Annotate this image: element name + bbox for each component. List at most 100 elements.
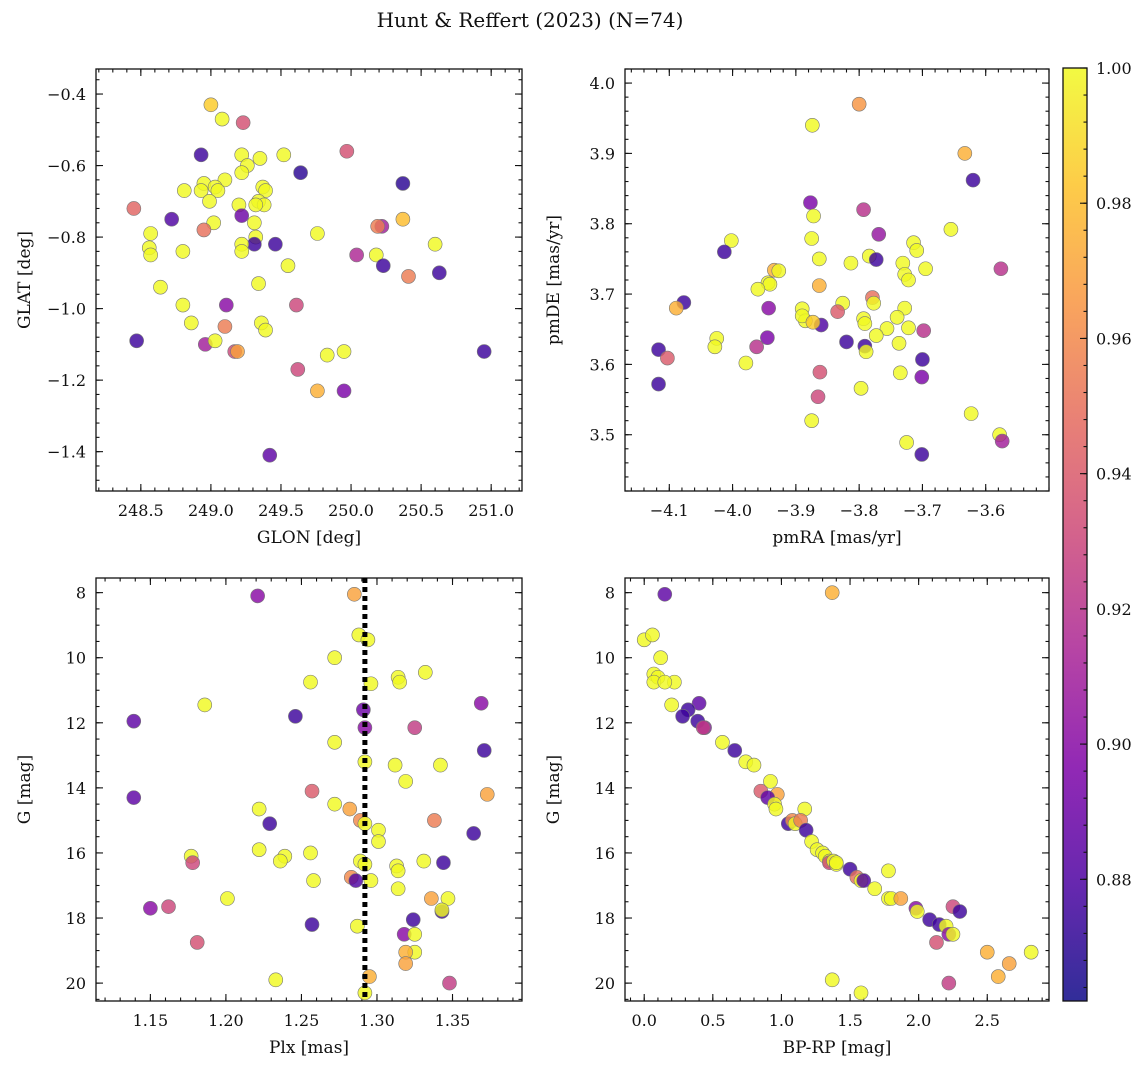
panel-bprp-g: 0.0 0.5 1.0 1.5 2.0 2.5 8 10 12 14 16 18 20 BP-RP [ma… [544, 577, 1050, 1058]
data-point [901, 272, 916, 288]
data-point [251, 276, 266, 291]
data-point [1001, 956, 1017, 971]
data-point [193, 183, 209, 198]
data-point [824, 972, 840, 988]
data-point [398, 774, 413, 789]
data-point [214, 111, 230, 127]
data-point [717, 244, 732, 260]
y-tick-label: 8 [76, 584, 86, 603]
data-point [247, 215, 262, 231]
data-point [794, 308, 810, 324]
axes-frame [624, 68, 1050, 492]
colorbar-tick-label: 0.90 [1096, 735, 1132, 754]
data-point [272, 853, 288, 869]
data-point [280, 258, 296, 273]
data-point [247, 236, 262, 252]
colorbar-tick-label: 1.00 [1096, 59, 1132, 78]
x-axis-label: pmRA [mas/yr] [772, 528, 901, 548]
data-point [979, 944, 995, 960]
y-tick-label: 3.6 [590, 355, 615, 374]
data-point [945, 926, 961, 942]
data-point [235, 115, 251, 130]
x-tick-label: 249.5 [258, 501, 304, 520]
x-tick-label: 251.0 [468, 501, 514, 520]
data-point [830, 304, 845, 319]
data-point [276, 147, 292, 163]
data-point [126, 790, 142, 805]
y-tick-label: −1.2 [47, 371, 86, 390]
data-point [771, 263, 787, 279]
data-point [476, 344, 492, 359]
data-point [811, 251, 827, 267]
data-point [193, 147, 209, 163]
data-point [957, 146, 973, 161]
x-tick-label: 1.15 [133, 1011, 169, 1030]
data-point [258, 183, 273, 198]
data-point [856, 873, 872, 888]
data-point [909, 243, 925, 258]
data-point [217, 319, 233, 334]
data-point [434, 902, 450, 918]
data-point [829, 855, 844, 871]
data-point [202, 194, 217, 209]
x-tick-label: −4.0 [713, 501, 752, 520]
y-axis-label: G [mag] [15, 755, 35, 824]
data-point [738, 355, 754, 371]
data-point [436, 855, 451, 871]
data-point [306, 873, 321, 888]
data-point [407, 926, 423, 942]
data-point [196, 222, 212, 238]
y-tick-label: −1.0 [47, 300, 86, 319]
data-point [893, 891, 909, 906]
data-point [867, 881, 883, 897]
data-point [993, 261, 1009, 277]
data-point [407, 720, 423, 735]
data-point [303, 845, 318, 861]
data-point [230, 344, 245, 359]
data-point [761, 300, 776, 316]
y-tick-label: 16 [66, 844, 86, 863]
data-point [164, 211, 179, 227]
x-tick-label: −4.1 [650, 501, 689, 520]
data-point [843, 255, 859, 271]
data-point [851, 96, 867, 112]
data-point [401, 269, 416, 284]
data-point [657, 674, 673, 690]
data-point [304, 783, 320, 799]
data-point [1023, 944, 1039, 960]
figure-title: Hunt & Reffert (2023) (N=74) [377, 8, 684, 32]
data-point [707, 339, 723, 355]
data-point [915, 352, 930, 367]
data-point [664, 697, 679, 713]
data-point [868, 252, 884, 267]
x-tick-label: 1.0 [769, 1011, 794, 1030]
data-point [768, 801, 784, 817]
data-point [715, 735, 730, 750]
x-tick-label: −3.6 [966, 501, 1005, 520]
x-tick-label: −3.7 [903, 501, 942, 520]
colorbar-tick-label: 0.98 [1096, 194, 1132, 213]
data-point [824, 585, 840, 600]
data-point [466, 826, 481, 841]
data-point [724, 233, 739, 248]
y-tick-label: 16 [595, 844, 615, 863]
data-point [348, 873, 364, 888]
data-point [899, 435, 914, 450]
data-point [262, 816, 278, 831]
data-point [175, 244, 191, 259]
data-point [645, 627, 660, 643]
data-point [994, 433, 1010, 449]
data-point [812, 364, 828, 380]
data-point [811, 278, 827, 293]
data-point [368, 247, 384, 263]
axes-frame [624, 577, 1050, 1002]
x-tick-label: 248.5 [118, 501, 164, 520]
y-tick-label: 14 [595, 779, 615, 798]
data-point [234, 165, 250, 181]
data-point [405, 912, 421, 927]
panel-pmra-pmde: −4.1 −4.0 −3.9 −3.8 −3.7 −3.6 3.5 3.6 3.7 3.8 3.9 4… [544, 68, 1050, 548]
data-point [668, 300, 684, 316]
x-tick-label: 0.0 [631, 1011, 656, 1030]
y-tick-label: 12 [595, 714, 615, 733]
